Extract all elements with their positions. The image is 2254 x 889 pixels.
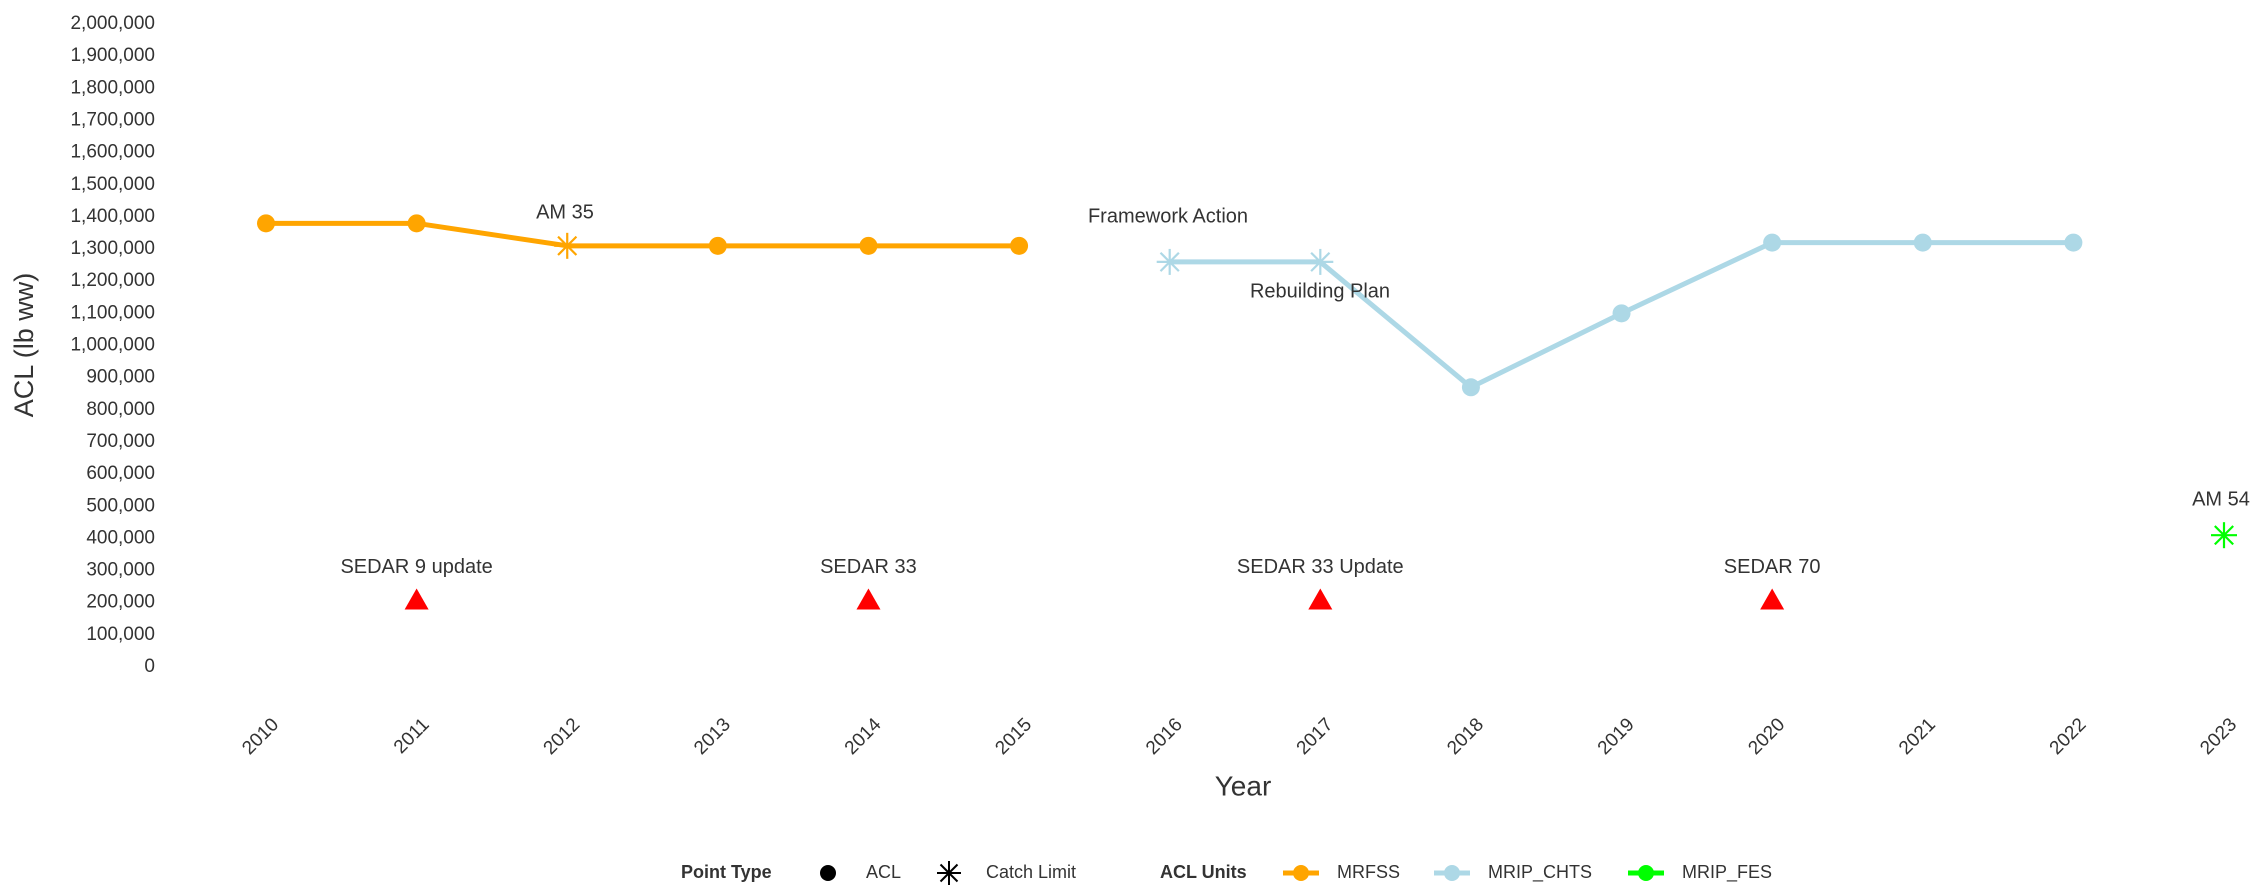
legend-symbol (1638, 865, 1654, 881)
y-tick-label: 600,000 (86, 463, 155, 484)
assessment-marker (856, 588, 881, 610)
legend-symbol (1293, 865, 1309, 881)
annotation: AM 54 (2192, 488, 2250, 510)
legend-label: MRIP_FES (1682, 862, 1772, 883)
legend-label: Catch Limit (986, 862, 1076, 882)
x-tick-label: 2019 (1594, 714, 1639, 759)
legend-symbol (937, 861, 961, 885)
x-tick-label: 2020 (1744, 714, 1789, 759)
assessment-label: SEDAR 33 Update (1237, 556, 1404, 578)
annotation: Framework Action (1088, 205, 1248, 227)
acl-point (257, 214, 275, 233)
legend-symbol (1444, 865, 1460, 881)
y-tick-label: 700,000 (86, 431, 155, 452)
annotation: Rebuilding Plan (1250, 280, 1390, 302)
y-tick-label: 1,100,000 (70, 302, 155, 323)
assessment-marker (1308, 588, 1333, 610)
y-axis-label: ACL (lb ww) (9, 273, 39, 418)
x-tick-label: 2017 (1293, 714, 1338, 759)
asterisk-stroke (1310, 251, 1331, 272)
asterisk-stroke (939, 863, 959, 883)
legend-label: ACL (866, 862, 901, 882)
assessment-label: SEDAR 70 (1724, 556, 1821, 578)
y-tick-label: 1,000,000 (70, 335, 155, 356)
x-tick-label: 2016 (1142, 714, 1187, 759)
assessment-label: SEDAR 9 update (340, 556, 492, 578)
x-tick-label: 2018 (1443, 714, 1488, 759)
x-tick-label: 2013 (690, 714, 735, 759)
x-tick-label: 2014 (841, 714, 886, 759)
annotation: AM 35 (536, 201, 594, 223)
x-tick-label: 2015 (991, 714, 1036, 759)
acl-point (1612, 304, 1631, 323)
y-tick-label: 1,200,000 (70, 270, 155, 291)
asterisk-stroke (1159, 251, 1180, 272)
acl-point (859, 236, 878, 255)
x-tick-label: 2021 (1895, 714, 1940, 759)
y-tick-label: 1,600,000 (70, 142, 155, 163)
catch-limit-point (1307, 248, 1334, 275)
legend-title: ACL Units (1160, 862, 1247, 882)
catch-limit-point (1156, 248, 1183, 275)
y-tick-label: 1,700,000 (70, 109, 155, 130)
y-tick-label: 200,000 (86, 592, 155, 613)
series-line (266, 220, 1020, 249)
acl-point (407, 214, 426, 233)
legend-symbol (820, 865, 836, 881)
acl-point (1461, 378, 1480, 397)
x-tick-label: 2011 (390, 714, 434, 758)
acl-point (1763, 233, 1782, 252)
y-tick-label: 1,800,000 (70, 77, 155, 98)
y-tick-label: 0 (144, 656, 155, 677)
assessment-label: SEDAR 33 (820, 556, 917, 578)
legend-label: MRFSS (1337, 862, 1400, 882)
acl-point (1010, 236, 1029, 255)
legend-title: Point Type (681, 862, 772, 882)
y-tick-label: 500,000 (86, 495, 155, 516)
asterisk-stroke (557, 235, 578, 256)
y-tick-label: 1,900,000 (70, 45, 155, 66)
x-axis-label: Year (1215, 770, 1272, 801)
y-tick-label: 1,400,000 (70, 206, 155, 227)
assessment-marker (1760, 588, 1785, 610)
catch-limit-point (554, 232, 581, 259)
x-tick-label: 2023 (2196, 714, 2241, 759)
acl-point (708, 236, 727, 255)
y-tick-label: 2,000,000 (70, 13, 155, 34)
y-tick-label: 800,000 (86, 399, 155, 420)
y-tick-label: 100,000 (86, 624, 155, 645)
x-tick-label: 2022 (2046, 714, 2091, 759)
y-tick-label: 300,000 (86, 560, 155, 581)
catch-limit-point (2211, 522, 2237, 549)
legend-label: MRIP_CHTS (1488, 862, 1592, 883)
acl-point (2064, 233, 2083, 252)
y-tick-label: 1,300,000 (70, 238, 155, 259)
y-tick-label: 1,500,000 (70, 174, 155, 195)
acl-point (1913, 233, 1932, 252)
y-tick-label: 900,000 (86, 367, 155, 388)
y-tick-label: 400,000 (86, 527, 155, 548)
x-tick-label: 2010 (238, 714, 283, 759)
asterisk-stroke (2214, 525, 2234, 546)
x-tick-label: 2012 (540, 714, 585, 759)
assessment-marker (404, 588, 429, 610)
